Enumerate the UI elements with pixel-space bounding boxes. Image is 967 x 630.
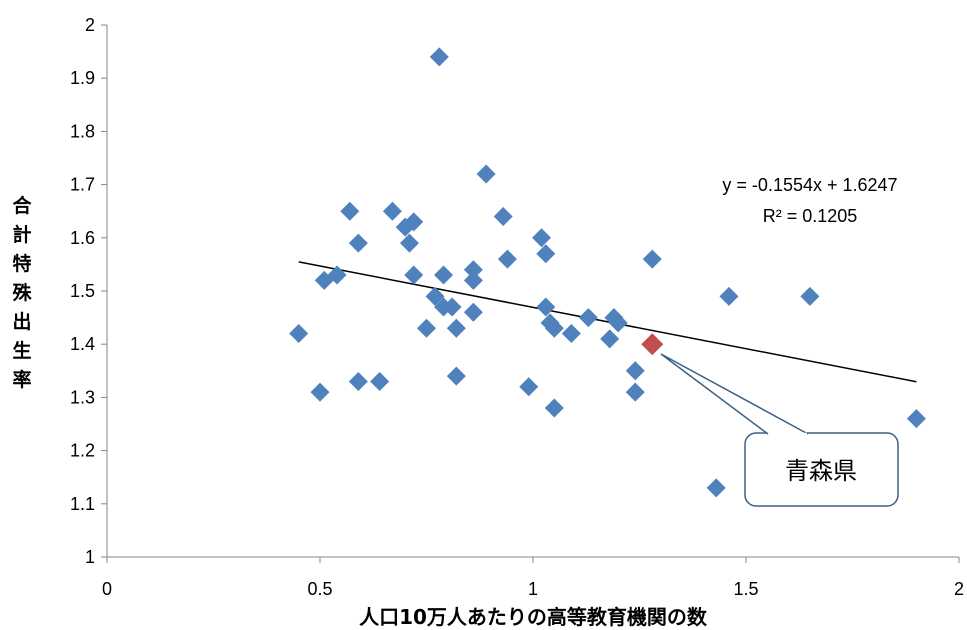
data-point [476, 164, 496, 184]
data-point [382, 201, 402, 221]
highlight-point [641, 333, 664, 356]
data-point [625, 382, 645, 402]
data-point [327, 265, 347, 285]
data-point [446, 366, 466, 386]
data-point [434, 265, 454, 285]
data-point [417, 318, 436, 338]
y-axis-title-char: 計 [12, 223, 31, 246]
y-tick-label: 1.5 [70, 281, 95, 301]
x-tick-labels: 0 0.5 1 1.5 2 [102, 579, 964, 599]
y-axis-title-char: 生 [12, 339, 31, 362]
x-tick-label: 1 [528, 579, 538, 599]
x-tick-label: 1.5 [733, 579, 758, 599]
data-point [429, 47, 449, 67]
data-point [442, 297, 462, 317]
data-point [561, 324, 581, 344]
data-point [642, 249, 662, 269]
y-tick-label: 1 [85, 547, 95, 567]
data-point [399, 233, 419, 253]
y-tick-labels: 1 1.1 1.2 1.3 1.4 1.5 1.6 1.7 1.8 1.9 2 [70, 15, 95, 567]
data-point [348, 233, 368, 253]
y-axis-title-char: 率 [12, 368, 31, 391]
y-tick-label: 1.7 [70, 175, 95, 195]
data-point [719, 286, 739, 306]
data-point [600, 329, 620, 349]
trendline-equation: y = -0.1554x + 1.6247 [722, 175, 897, 195]
y-axis-title-char: 殊 [12, 281, 32, 304]
data-point [532, 228, 552, 248]
data-point [625, 361, 645, 381]
data-point [463, 260, 483, 280]
data-point [906, 409, 926, 429]
data-point [446, 318, 466, 338]
callout-box [744, 432, 899, 507]
x-tick-label: 0 [102, 579, 112, 599]
data-point [544, 398, 564, 418]
y-tick-label: 1.3 [70, 387, 95, 407]
callout: 青森県 [660, 353, 899, 507]
data-point [463, 270, 483, 290]
data-point [404, 212, 424, 232]
data-point [800, 286, 820, 306]
data-point [370, 371, 390, 391]
y-axis-title-char: 特 [12, 253, 31, 275]
y-axis-title-char: 出 [12, 310, 31, 333]
data-point [425, 286, 445, 306]
data-point [340, 201, 360, 221]
data-point [536, 297, 556, 317]
data-point [519, 377, 539, 397]
y-tick-label: 1.4 [70, 334, 95, 354]
x-tick-label: 0.5 [307, 579, 332, 599]
data-point [497, 249, 517, 269]
data-point [463, 302, 483, 322]
callout-label: 青森県 [785, 457, 857, 485]
y-tick-label: 2 [85, 15, 95, 35]
highlight-group [641, 333, 664, 356]
data-point [348, 371, 368, 391]
data-point [289, 324, 309, 344]
x-axis [106, 556, 960, 563]
trendline [298, 261, 917, 383]
data-point [404, 265, 424, 285]
data-point [608, 313, 628, 333]
x-axis-title: 人口10万人あたりの高等教育機関の数 [359, 605, 708, 629]
data-point [706, 478, 726, 498]
y-tick-label: 1.2 [70, 441, 95, 461]
y-axis-title-char: 合 [12, 194, 32, 217]
y-axis [101, 24, 108, 558]
y-tick-label: 1.1 [70, 494, 95, 514]
callout-pointer [660, 353, 809, 435]
data-point [578, 308, 598, 328]
y-tick-label: 1.9 [70, 68, 95, 88]
y-tick-label: 1.8 [70, 121, 95, 141]
data-point [536, 244, 556, 264]
data-points [289, 47, 926, 498]
y-tick-label: 1.6 [70, 228, 95, 248]
data-point [493, 207, 513, 227]
data-point [310, 382, 330, 402]
x-tick-label: 2 [954, 579, 964, 599]
data-point [544, 318, 564, 338]
r-squared-label: R² = 0.1205 [763, 206, 858, 226]
